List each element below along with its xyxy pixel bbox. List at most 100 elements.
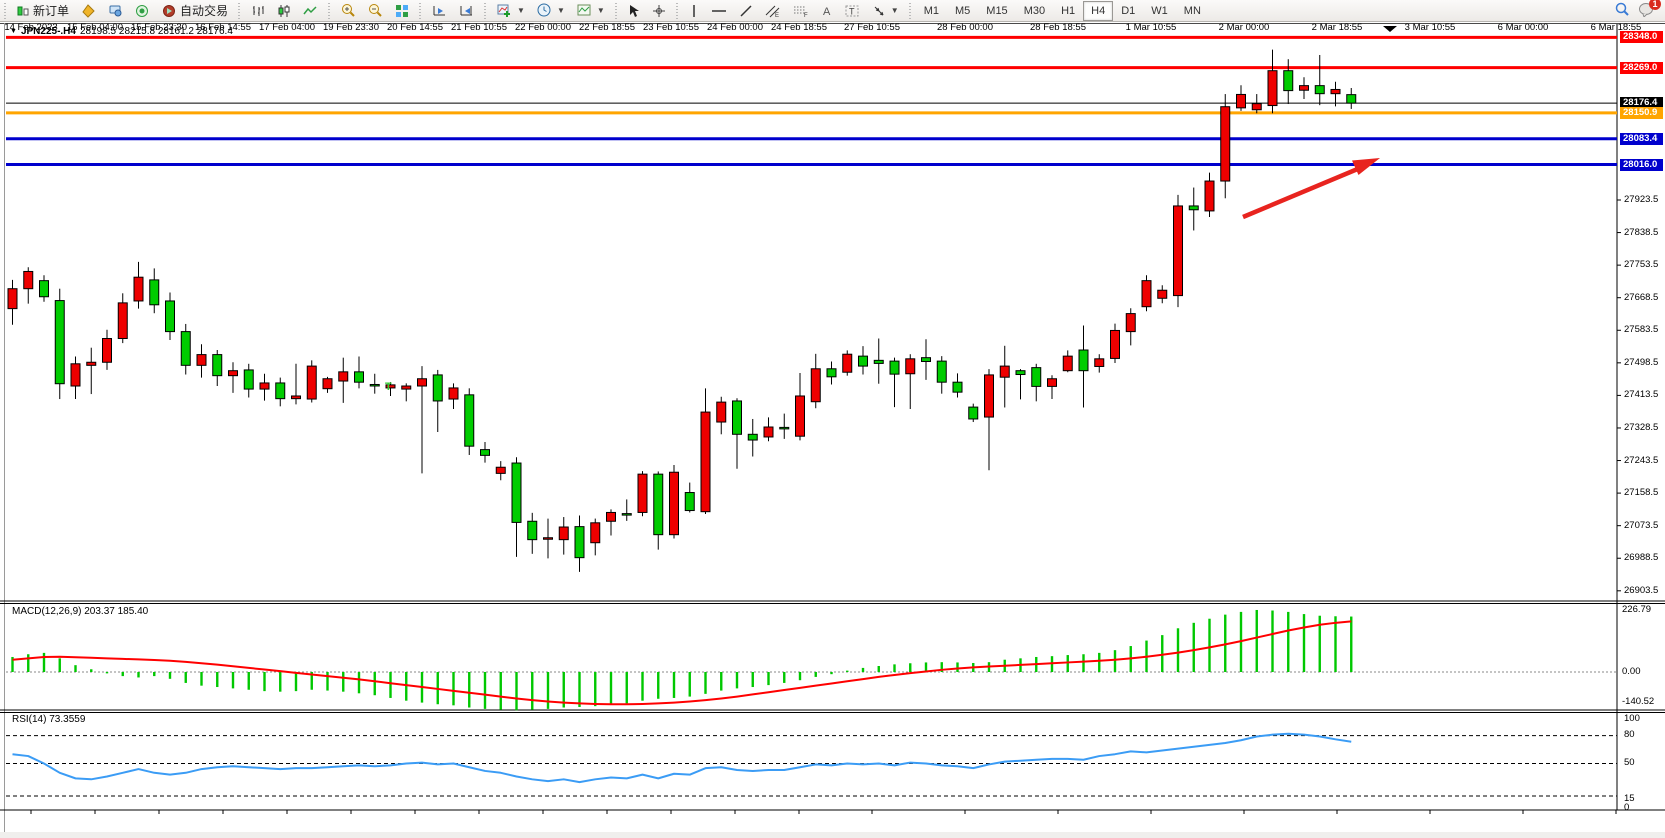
timeframe-M5[interactable]: M5 [955, 4, 971, 17]
chart-title[interactable]: ▼ JPN225-.H4 28198.5 28215.8 28161.2 281… [10, 26, 233, 37]
toolbar-grip [613, 2, 619, 19]
macd-max-label: 226.79 [1622, 604, 1652, 615]
trade-marker: T [385, 381, 392, 393]
time-axis-label: 2 Mar 00:00 [1218, 22, 1270, 33]
price-tick-label: 27158.5 [1624, 487, 1659, 499]
zoom-out-button[interactable] [362, 1, 389, 21]
auto-trading-button[interactable]: 自动交易 [156, 1, 234, 21]
svg-text:E: E [775, 13, 779, 18]
new-order-button[interactable]: 新订单 [11, 1, 75, 21]
price-tick-label: 27498.5 [1624, 356, 1659, 368]
time-axis-label: 17 Feb 04:00 [259, 22, 315, 33]
search-icon[interactable] [1614, 1, 1630, 20]
notifications-button[interactable]: 1 [1638, 0, 1661, 20]
fibonacci-icon: F [793, 4, 809, 18]
time-axis-label: 21 Feb 10:55 [451, 22, 507, 33]
chevron-down-icon: ▼ [517, 6, 525, 15]
toolbar-grip [674, 2, 680, 19]
chart-shift-icon [459, 4, 474, 18]
rsi-level-label: 15 [1624, 793, 1635, 804]
time-axis-label: 6 Mar 00:00 [1497, 22, 1549, 33]
rsi-level-label: 50 [1624, 757, 1635, 768]
add-indicator-button[interactable]: ▼ [491, 1, 531, 21]
signal-icon [135, 4, 150, 18]
price-line-badge: 28348.0 [1620, 31, 1663, 44]
chart-shift-button[interactable] [453, 1, 480, 21]
time-axis-label: 15 Feb 23:30 [131, 22, 187, 33]
collapse-triangle-icon: ▼ [10, 28, 17, 35]
period-button[interactable]: ▼ [531, 1, 571, 21]
crosshair-icon [652, 4, 666, 18]
timeframe-D1[interactable]: D1 [1121, 4, 1136, 17]
arrows-tool-button[interactable]: ▼ [866, 1, 905, 21]
svg-text:T: T [849, 6, 855, 16]
time-axis-label: 24 Feb 18:55 [771, 22, 827, 33]
horizontal-line-tool-button[interactable] [705, 1, 733, 21]
price-tick-label: 26903.5 [1624, 584, 1659, 596]
price-line-badge: 28176.4 [1620, 97, 1663, 110]
market-watch-button[interactable] [102, 1, 129, 21]
notification-badge: 1 [1649, 0, 1661, 10]
vertical-line-icon [689, 4, 699, 18]
price-tick-label: 27668.5 [1624, 291, 1659, 303]
toolbar-right: 1 [1614, 0, 1665, 20]
text-icon: A [821, 4, 833, 18]
period-icon [537, 3, 552, 18]
svg-text:F: F [804, 13, 808, 18]
fibonacci-tool-button[interactable]: F [787, 1, 815, 21]
cursor-tool-button[interactable] [622, 1, 646, 21]
rsi-level-label: 100 [1624, 713, 1640, 724]
tile-windows-icon [395, 4, 409, 18]
chart-canvas[interactable]: T [0, 22, 1665, 838]
chart-shift-marker [1383, 26, 1397, 32]
timeframe-M30[interactable]: M30 [1023, 4, 1046, 17]
price-tick-label: 27838.5 [1624, 226, 1659, 238]
text-label-tool-button[interactable]: T [839, 1, 866, 21]
cursor-icon [628, 4, 640, 18]
tag-button[interactable] [75, 1, 102, 21]
time-axis-label: 1 Mar 10:55 [1125, 22, 1177, 33]
status-strip [0, 832, 1665, 838]
symbol-title: JPN225-.H4 [20, 26, 76, 37]
toolbar-grip [418, 2, 424, 19]
trendline-tool-button[interactable] [733, 1, 759, 21]
price-line-badge: 28269.0 [1620, 61, 1663, 74]
macd-signal-line [12, 620, 1352, 706]
rsi-label: RSI(14) 73.3559 [12, 714, 86, 725]
chart-window: ▼ JPN225-.H4 28198.5 28215.8 28161.2 281… [0, 22, 1665, 838]
price-tick-label: 26988.5 [1624, 552, 1659, 564]
line-chart-button[interactable] [297, 1, 324, 21]
timeframe-H4[interactable]: H4 [1083, 0, 1114, 21]
timeframe-M1[interactable]: M1 [923, 4, 939, 17]
chevron-down-icon: ▼ [596, 6, 605, 15]
auto-scroll-button[interactable] [426, 1, 453, 21]
time-axis-label: 2 Mar 18:55 [1311, 22, 1363, 33]
quote-icon [17, 5, 29, 17]
zoom-in-button[interactable] [335, 1, 362, 21]
vertical-line-tool-button[interactable] [683, 1, 705, 21]
timeframe-W1[interactable]: W1 [1151, 4, 1168, 17]
price-tick-label: 27583.5 [1624, 324, 1659, 336]
crosshair-tool-button[interactable] [646, 1, 672, 21]
signal-button[interactable] [129, 1, 156, 21]
time-axis-label: 28 Feb 18:55 [1030, 22, 1086, 33]
template-button[interactable]: ▼ [571, 1, 611, 21]
candlestick-chart-button[interactable] [271, 1, 297, 21]
toolbar-grip [3, 2, 8, 19]
autotrade-icon [162, 4, 176, 18]
ohlc-values: 28198.5 28215.8 28161.2 28176.4 [79, 26, 233, 37]
timeframe-MN[interactable]: MN [1183, 4, 1201, 17]
bar-chart-button[interactable] [245, 1, 271, 21]
timeframe-H1[interactable]: H1 [1061, 4, 1076, 17]
timeframe-M15[interactable]: M15 [986, 4, 1008, 17]
macd-min-label: -140.52 [1622, 696, 1655, 707]
tile-windows-button[interactable] [389, 1, 415, 21]
channel-tool-button[interactable]: E [759, 1, 787, 21]
timeframe-group: M1 M5 M15 M30 H1 H4 D1 W1 MN [916, 0, 1209, 21]
text-tool-button[interactable]: A [815, 1, 839, 21]
toolbar: 新订单 自动交易 [0, 0, 1665, 22]
template-icon [577, 3, 592, 18]
macd-label: MACD(12,26,9) 203.37 185.40 [12, 606, 149, 617]
rsi-line [12, 732, 1352, 784]
